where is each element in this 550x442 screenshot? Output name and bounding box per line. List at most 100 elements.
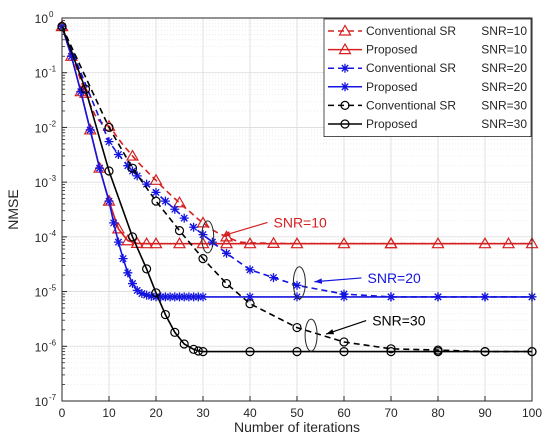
legend-entry: Conventional SR SNR=10 — [328, 24, 527, 38]
axis-ticks: 0 10 20 30 40 50 60 70 80 90 10010-710-610-510-410… — [35, 10, 543, 420]
legend-entry: Conventional SR SNR=30 — [328, 98, 527, 112]
y-tick-exponent: -7 — [49, 393, 57, 402]
data-point — [193, 346, 203, 356]
y-tick-label: 10 — [35, 231, 49, 245]
data-point — [198, 254, 208, 264]
x-tick-label: 20 — [149, 406, 163, 420]
data-point — [193, 292, 203, 302]
data-point — [245, 299, 255, 309]
legend-entry: Proposed SNR=10 — [328, 43, 527, 57]
data-point — [179, 292, 189, 302]
data-point — [189, 222, 199, 232]
x-tick-label: 60 — [337, 406, 351, 420]
legend-method: Proposed — [366, 43, 417, 57]
annotation: SNR=10 — [201, 214, 327, 254]
data-point — [198, 230, 208, 240]
data-point — [480, 292, 490, 302]
data-point — [85, 125, 95, 135]
y-tick-label: 10 — [35, 67, 49, 81]
data-point — [160, 196, 170, 206]
legend: Conventional SR SNR=10 Proposed SNR=10 Conve… — [323, 18, 532, 137]
data-point — [170, 204, 180, 214]
data-point — [149, 173, 163, 185]
legend-method: Conventional SR — [366, 24, 456, 38]
legend-method: Conventional SR — [366, 61, 456, 75]
data-point — [175, 292, 184, 302]
x-tick-label: 70 — [384, 406, 398, 420]
data-point — [433, 346, 443, 357]
x-tick-label: 90 — [478, 406, 492, 420]
series-line — [61, 26, 532, 353]
data-point — [127, 232, 138, 242]
data-point — [137, 289, 147, 299]
data-point — [151, 196, 161, 206]
data-point — [142, 264, 152, 274]
legend-entry: Proposed SNR=20 — [328, 80, 527, 94]
data-point — [339, 337, 349, 347]
data-point — [142, 179, 152, 189]
annotation-arrowhead — [314, 278, 323, 284]
x-tick-label: 50 — [290, 406, 304, 420]
series-line — [61, 26, 532, 353]
annotation-label: SNR=30 — [372, 313, 426, 329]
data-point — [292, 346, 302, 357]
data-point — [221, 278, 232, 289]
y-tick-exponent: -3 — [49, 174, 57, 183]
annotation-ellipse — [292, 266, 306, 300]
x-tick-label: 100 — [522, 406, 542, 420]
y-tick-exponent: -1 — [49, 65, 57, 74]
data-point — [207, 237, 217, 247]
annotation-ellipse — [304, 318, 318, 352]
legend-entry: Proposed SNR=30 — [328, 117, 527, 131]
legend-method: Proposed — [366, 117, 417, 131]
data-point — [480, 346, 490, 357]
data-point — [245, 265, 255, 275]
data-point — [76, 87, 86, 97]
data-point — [292, 280, 302, 290]
series-4 — [57, 21, 537, 302]
legend-snr: SNR=20 — [481, 80, 527, 94]
data-point — [109, 218, 119, 228]
data-point — [179, 213, 189, 223]
legend-snr: SNR=10 — [481, 24, 527, 38]
data-point — [269, 273, 278, 283]
data-point — [80, 84, 91, 94]
data-point — [156, 292, 166, 302]
data-point — [113, 150, 123, 160]
data-point — [172, 196, 187, 208]
data-point — [245, 346, 255, 357]
data-point — [128, 166, 137, 176]
data-point — [292, 322, 302, 333]
data-point — [102, 119, 116, 131]
data-point — [174, 226, 185, 236]
annotation: SNR=20 — [292, 266, 422, 300]
legend-marker — [340, 100, 350, 111]
data-point — [337, 236, 351, 249]
data-point — [170, 292, 180, 302]
y-tick-label: 10 — [35, 395, 49, 409]
y-tick-exponent: 0 — [49, 10, 54, 19]
x-tick-label: 80 — [431, 406, 445, 420]
data-point — [384, 236, 398, 249]
legend-marker — [340, 119, 350, 129]
data-point — [478, 236, 492, 249]
data-point — [431, 236, 445, 249]
data-point — [179, 339, 189, 349]
data-point — [140, 236, 154, 249]
data-point — [433, 292, 443, 302]
x-axis-label: Number of iterations — [234, 419, 360, 435]
data-point — [189, 344, 199, 354]
data-point — [339, 292, 349, 302]
x-tick-label: 30 — [196, 406, 210, 420]
data-point — [132, 285, 142, 295]
legend-marker — [338, 24, 352, 36]
data-point — [160, 292, 170, 302]
y-tick-exponent: -2 — [49, 119, 57, 128]
annotation-label: SNR=20 — [368, 270, 422, 286]
data-point — [151, 288, 161, 298]
legend-method: Conventional SR — [366, 98, 456, 112]
annotation-ellipse — [201, 220, 215, 254]
data-point — [198, 346, 208, 357]
legend-marker — [338, 42, 352, 55]
